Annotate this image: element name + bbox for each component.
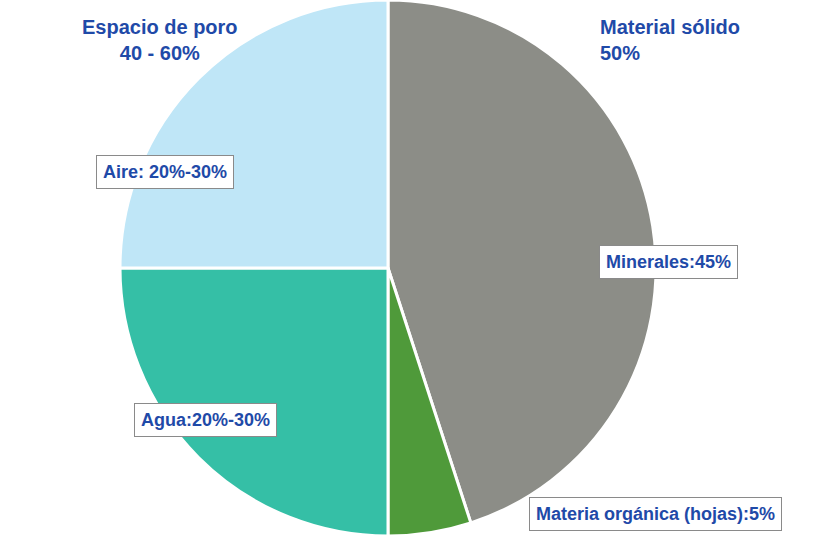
svg-text:Minerales:45%: Minerales:45% (606, 252, 731, 272)
svg-text:Materia orgánica (hojas):5%: Materia orgánica (hojas):5% (536, 504, 775, 524)
svg-text:Espacio de poro40 - 60%: Espacio de poro40 - 60% (82, 16, 238, 64)
svg-text:Aire: 20%-30%: Aire: 20%-30% (103, 162, 227, 182)
svg-text:Material sólido50%: Material sólido50% (600, 16, 740, 64)
svg-text:Agua:20%-30%: Agua:20%-30% (141, 410, 270, 430)
